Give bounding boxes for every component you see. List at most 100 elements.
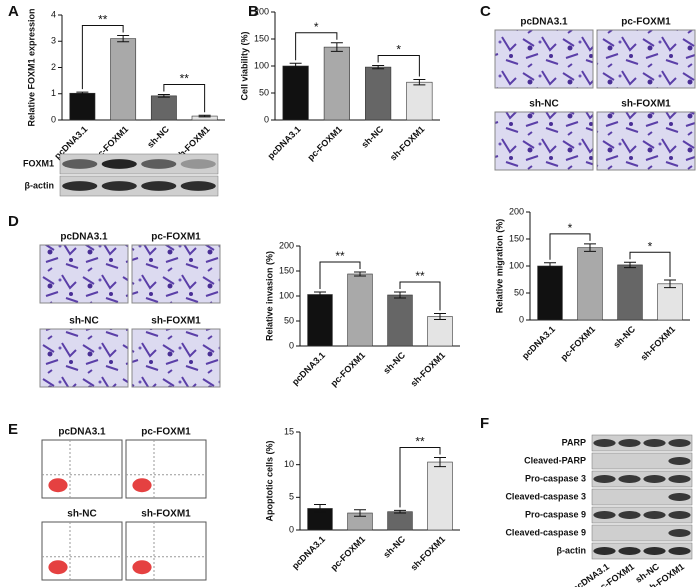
- x-tick-label: pc-FOXM1: [305, 124, 344, 163]
- error-bar: [544, 262, 556, 270]
- image-label: sh-NC: [69, 316, 98, 327]
- image-label: pc-FOXM1: [151, 232, 201, 243]
- y-tick-label: 2: [51, 62, 56, 72]
- bar: [347, 273, 373, 347]
- x-tick-label: sh-NC: [611, 324, 637, 350]
- error-bar: [624, 261, 636, 269]
- bar: [110, 38, 137, 121]
- x-tick-label: sh-NC: [381, 350, 407, 376]
- bar: [307, 294, 333, 347]
- image-label: sh-NC: [529, 99, 558, 110]
- cell-cluster: [132, 478, 152, 493]
- y-tick-label: 0: [519, 314, 524, 324]
- panel-label: F: [480, 415, 489, 432]
- blot-band: [643, 511, 666, 519]
- blot-row-label: FOXM1: [23, 158, 54, 168]
- micrograph: [494, 111, 594, 171]
- blot-band: [668, 511, 691, 519]
- blot-band: [593, 475, 616, 483]
- blot-band: [180, 181, 216, 191]
- micrograph: [39, 244, 129, 304]
- significance-bracket: [81, 24, 124, 90]
- y-tick-label: 0: [51, 114, 56, 124]
- cell-cluster: [132, 560, 152, 575]
- micrograph: [596, 111, 696, 171]
- x-tick-label: sh-FOXM1: [388, 124, 427, 163]
- image-label: sh-NC: [67, 509, 96, 520]
- blot-row-label: PARP: [562, 437, 586, 447]
- y-tick-label: 200: [509, 206, 524, 216]
- flow-plot: [125, 521, 207, 581]
- significance-label: **: [180, 72, 190, 86]
- error-bar: [434, 313, 446, 320]
- blot-row-label: Pro-caspase 9: [525, 509, 586, 519]
- x-tick-label: pc-FOXM1: [559, 324, 598, 363]
- blot-band: [643, 475, 666, 483]
- x-tick-label: pcDNA3.1: [266, 124, 303, 161]
- x-tick-label: pcDNA3.1: [290, 534, 327, 571]
- y-tick-label: 150: [279, 265, 294, 275]
- bar: [282, 65, 309, 121]
- blot-band: [668, 493, 691, 501]
- error-bar: [198, 114, 211, 118]
- y-tick-label: 100: [254, 60, 269, 70]
- blot-row-label: Cleaved-caspase 9: [505, 527, 586, 537]
- error-bar: [394, 509, 406, 514]
- x-tick-label: sh-NC: [145, 124, 171, 150]
- y-axis-label: Relative FOXM1 expression: [26, 8, 36, 126]
- blot-band: [101, 159, 137, 169]
- flow-plot: [41, 439, 123, 499]
- quadrant-lines: [126, 522, 206, 580]
- bar: [406, 81, 433, 121]
- blot-strip: [591, 542, 693, 560]
- significance-label: *: [568, 221, 573, 235]
- bar: [387, 511, 413, 531]
- blot-band: [668, 439, 691, 447]
- x-tick-label: sh-FOXM1: [639, 324, 678, 363]
- x-tick-label: pc-FOXM1: [329, 534, 368, 573]
- y-tick-label: 1: [51, 88, 56, 98]
- y-tick-label: 5: [289, 492, 294, 502]
- image-label: pcDNA3.1: [58, 427, 106, 438]
- quadrant-lines: [42, 440, 122, 498]
- bar: [427, 461, 453, 531]
- significance-label: **: [415, 435, 425, 449]
- x-tick-label: pcDNA3.1: [290, 350, 327, 387]
- micrograph: [596, 29, 696, 89]
- y-tick-label: 50: [259, 87, 269, 97]
- image-label: pc-FOXM1: [141, 427, 191, 438]
- blot-strip: [591, 452, 693, 470]
- y-tick-label: 0: [289, 524, 294, 534]
- error-bar: [413, 79, 426, 86]
- x-tick-label: pcDNA3.1: [520, 324, 557, 361]
- blot-row-label: Pro-caspase 3: [525, 473, 586, 483]
- micrograph: [494, 29, 594, 89]
- y-tick-label: 200: [254, 6, 269, 16]
- bar: [427, 316, 453, 347]
- error-bar: [76, 91, 89, 95]
- error-bar: [289, 62, 302, 70]
- bar: [617, 264, 643, 321]
- y-tick-label: 150: [254, 33, 269, 43]
- error-bar: [584, 243, 596, 252]
- micrograph: [131, 244, 221, 304]
- image-label: sh-FOXM1: [621, 99, 671, 110]
- error-bar: [354, 271, 366, 277]
- y-axis-label: Relative migration (%): [494, 219, 504, 314]
- cell-cluster: [48, 478, 68, 493]
- significance-bracket: [399, 281, 441, 311]
- significance-label: *: [648, 239, 653, 253]
- image-label: pcDNA3.1: [520, 17, 568, 28]
- y-tick-label: 150: [509, 233, 524, 243]
- quadrant-lines: [42, 522, 122, 580]
- blot-band: [141, 181, 177, 191]
- panel-label: B: [248, 3, 259, 20]
- blot-strip: [59, 153, 219, 175]
- micrograph: [39, 328, 129, 388]
- significance-label: **: [98, 13, 108, 27]
- bar: [537, 265, 563, 321]
- y-axis-label: Apoptotic cells (%): [264, 440, 274, 521]
- bar: [657, 283, 683, 321]
- y-axis-label: Relative invasion (%): [264, 251, 274, 341]
